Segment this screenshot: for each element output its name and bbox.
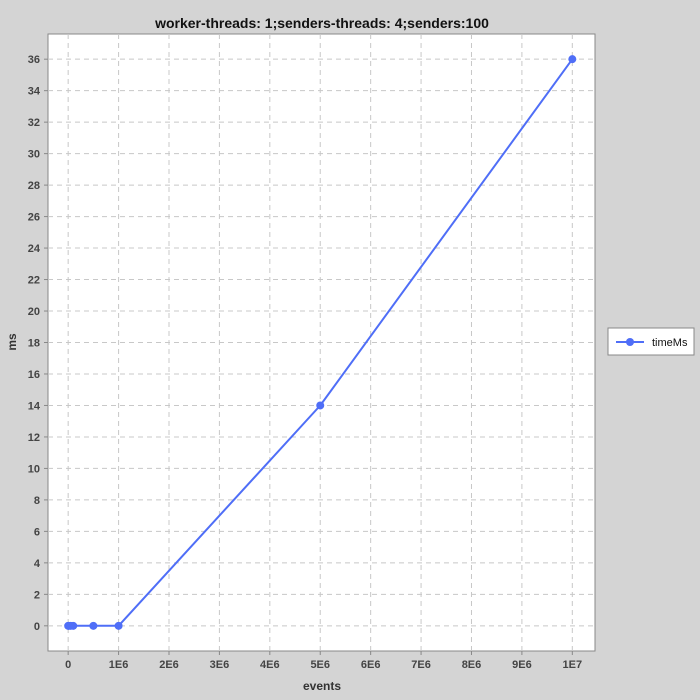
legend-marker-timems xyxy=(626,338,634,346)
legend: timeMs xyxy=(607,327,695,356)
x-tick-label: 1E7 xyxy=(563,659,583,671)
y-axis-title: ms xyxy=(5,333,19,351)
chart-title: worker-threads: 1;senders-threads: 4;sen… xyxy=(154,15,489,31)
series-layer xyxy=(64,55,577,630)
y-tick-label: 28 xyxy=(28,180,40,192)
x-tick-label: 8E6 xyxy=(462,659,482,671)
x-tick-label: 4E6 xyxy=(260,659,280,671)
y-tick-label: 24 xyxy=(28,243,41,255)
y-tick-label: 2 xyxy=(34,589,40,601)
y-tick-label: 4 xyxy=(34,558,41,570)
legend-label-timems: timeMs xyxy=(652,337,688,349)
x-tick-label: 6E6 xyxy=(361,659,381,671)
x-tick-label: 1E6 xyxy=(109,659,129,671)
data-point xyxy=(114,621,123,630)
y-tick-label: 30 xyxy=(28,149,40,161)
data-point xyxy=(69,621,78,630)
y-tick-label: 32 xyxy=(28,117,40,129)
y-tick-label: 36 xyxy=(28,54,40,66)
y-tick-label: 16 xyxy=(28,369,40,381)
data-point xyxy=(89,621,98,630)
data-point xyxy=(568,55,577,64)
y-tick-label: 0 xyxy=(34,621,40,633)
y-tick-label: 22 xyxy=(28,275,40,287)
x-axis-title: events xyxy=(303,679,341,693)
x-tick-label: 7E6 xyxy=(411,659,431,671)
y-tick-label: 8 xyxy=(34,495,40,507)
y-tick-label: 6 xyxy=(34,526,40,538)
y-tick-label: 26 xyxy=(28,212,40,224)
y-tick-label: 34 xyxy=(28,86,41,98)
y-tick-label: 18 xyxy=(28,338,40,350)
y-tick-label: 14 xyxy=(28,400,41,412)
data-point xyxy=(316,401,325,410)
x-tick-label: 9E6 xyxy=(512,659,532,671)
y-tick-label: 20 xyxy=(28,306,40,318)
x-tick-label: 2E6 xyxy=(159,659,179,671)
x-tick-label: 0 xyxy=(65,659,71,671)
y-tick-label: 10 xyxy=(28,463,40,475)
x-tick-label: 5E6 xyxy=(310,659,330,671)
x-tick-label: 3E6 xyxy=(210,659,230,671)
y-tick-label: 12 xyxy=(28,432,40,444)
